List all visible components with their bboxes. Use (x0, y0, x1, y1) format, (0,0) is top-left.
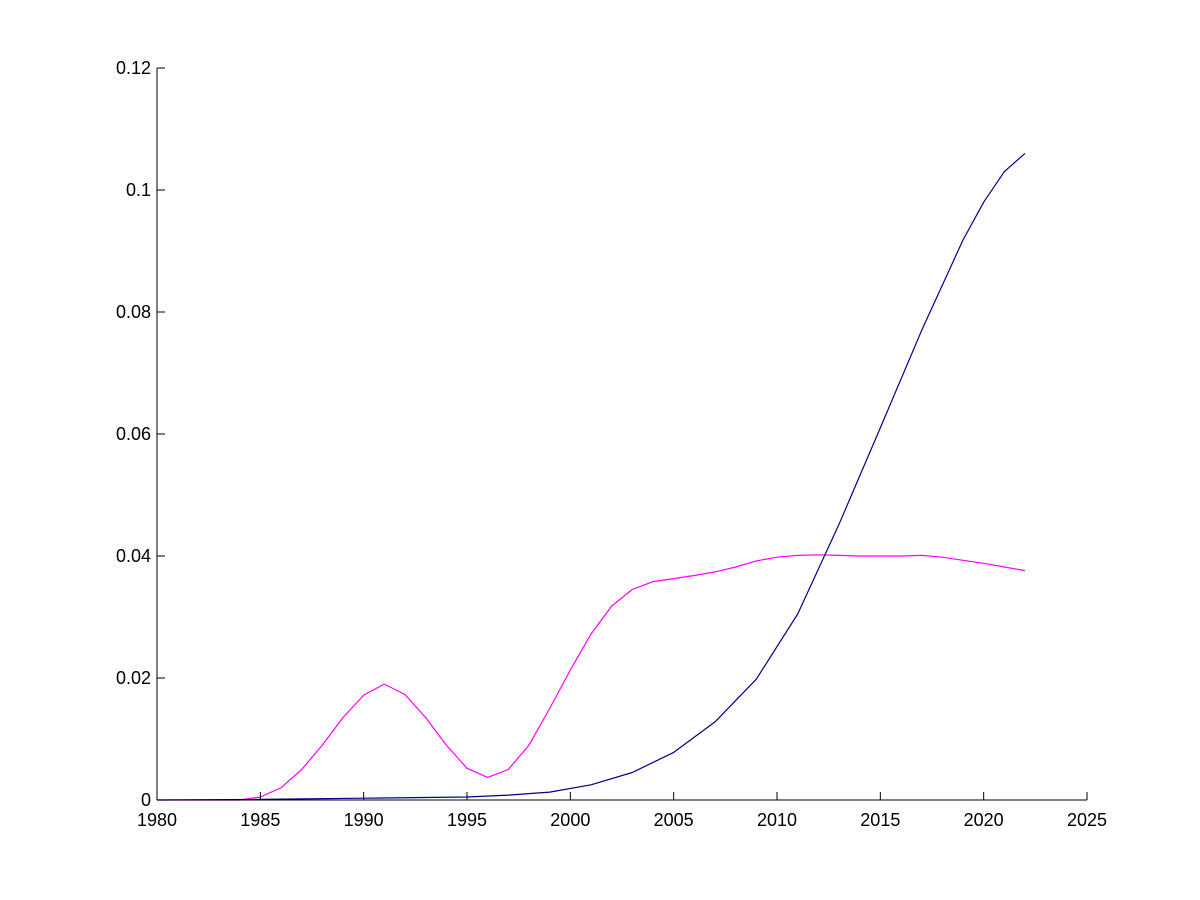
y-tick-label: 0.08 (116, 302, 151, 322)
series-line-1 (157, 554, 1026, 801)
x-tick-label: 2025 (1067, 810, 1107, 830)
x-ticks: 1980 1985 1990 1995 2000 2005 2010 2015 2020 2025 (137, 792, 1107, 830)
x-tick-label: 2015 (860, 810, 900, 830)
y-tick-label: 0.02 (116, 668, 151, 688)
x-tick-label: 1985 (240, 810, 280, 830)
x-tick-label: 2010 (757, 810, 797, 830)
x-tick-label: 1980 (137, 810, 177, 830)
x-tick-label: 1995 (447, 810, 487, 830)
y-tick-label: 0.06 (116, 424, 151, 444)
y-tick-label: 0.1 (126, 180, 151, 200)
x-tick-label: 1990 (344, 810, 384, 830)
y-tick-label: 0 (141, 790, 151, 810)
x-tick-label: 2000 (550, 810, 590, 830)
y-ticks: 0 0.02 0.04 0.06 0.08 0.1 0.12 (116, 58, 165, 810)
y-tick-label: 0.12 (116, 58, 151, 78)
x-tick-label: 2005 (654, 810, 694, 830)
y-tick-label: 0.04 (116, 546, 151, 566)
x-tick-label: 2020 (964, 810, 1004, 830)
